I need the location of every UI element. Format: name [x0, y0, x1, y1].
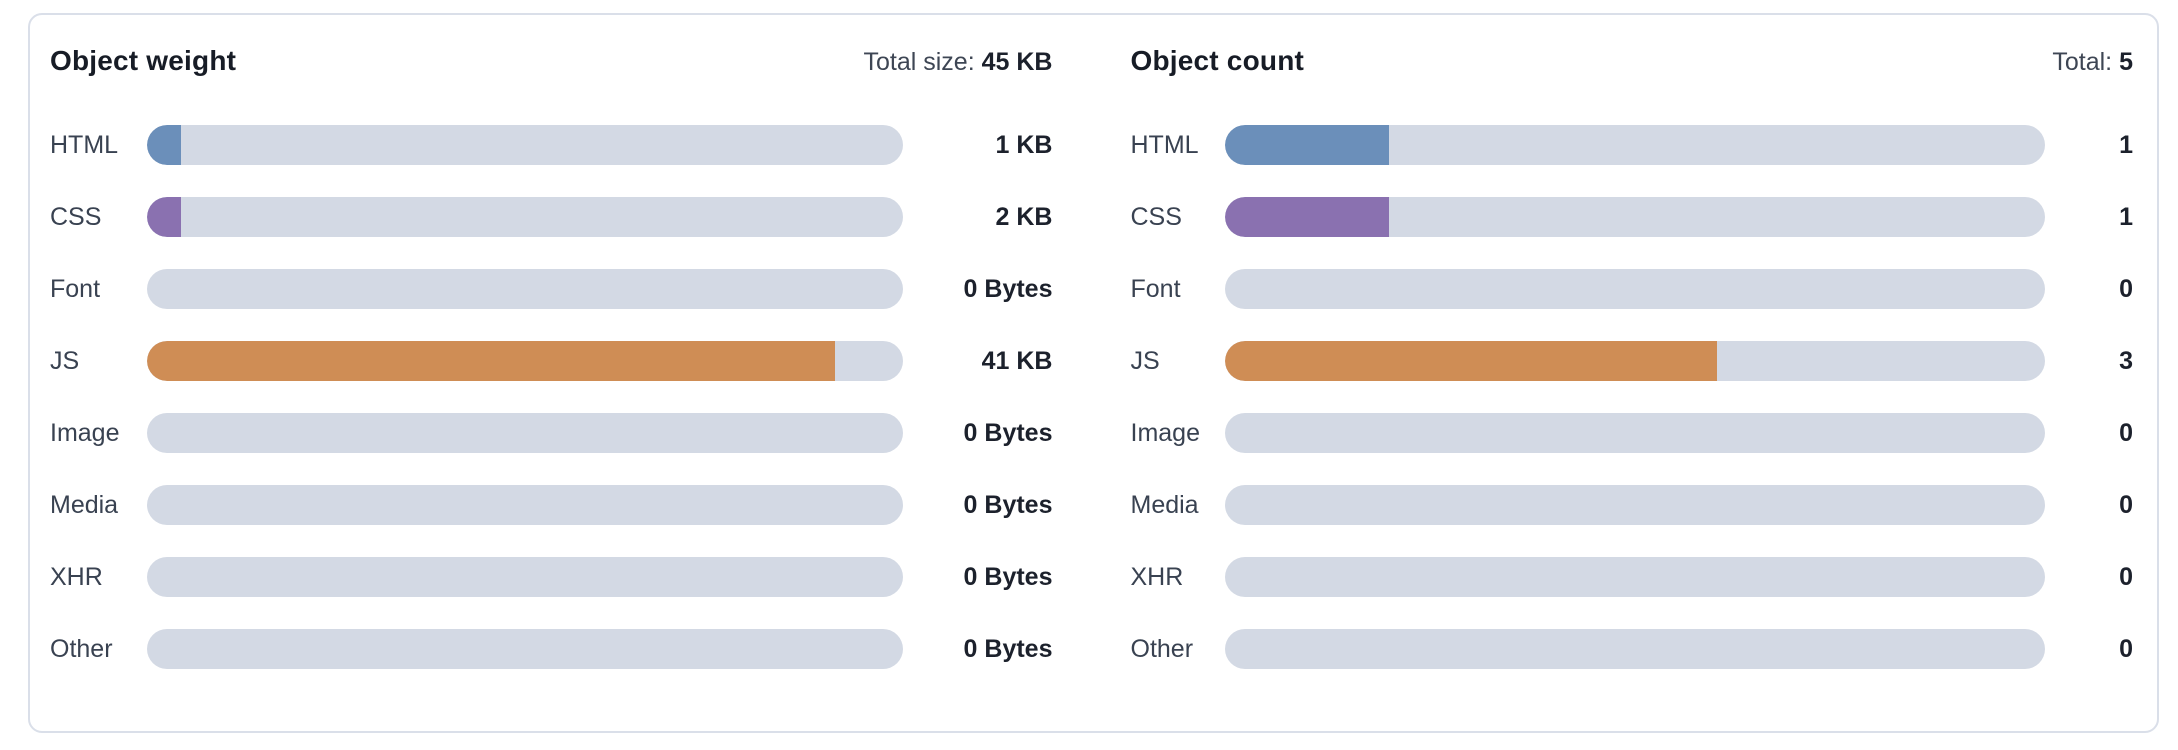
row-label: HTML	[50, 130, 119, 159]
panel-total: Total: 5	[2052, 48, 2133, 77]
bar-track	[1224, 413, 2045, 453]
row-value: 0 Bytes	[963, 562, 1053, 591]
row-value: 0 Bytes	[963, 490, 1053, 519]
total-label: Total:	[2052, 48, 2113, 76]
chart-row: Font 0	[1130, 269, 2133, 309]
row-value: 0	[2119, 634, 2133, 663]
row-value: 1	[2119, 130, 2133, 159]
bar-fill	[147, 341, 836, 381]
bar-track	[1224, 197, 2045, 237]
row-label: Other	[50, 634, 113, 663]
bar-track	[147, 629, 903, 669]
resource-breakdown-card: Object weight Total size: 45 KB HTML 1 K…	[28, 13, 2159, 733]
chart-row: Image 0	[1130, 413, 2133, 453]
bar-fill	[1224, 341, 1717, 381]
row-value: 0 Bytes	[963, 274, 1053, 303]
bar-track	[1224, 557, 2045, 597]
row-value: 0 Bytes	[963, 634, 1053, 663]
chart-row: Media 0 Bytes	[50, 485, 1053, 525]
row-value: 41 KB	[981, 346, 1053, 375]
object-count-rows: HTML 1 CSS 1 Font 0 JS 3 Image 0 Media 0…	[1130, 125, 2133, 669]
bar-track	[147, 557, 903, 597]
row-value: 2 KB	[995, 202, 1053, 231]
bar-track	[147, 341, 903, 381]
chart-row: HTML 1 KB	[50, 125, 1053, 165]
chart-row: HTML 1	[1130, 125, 2133, 165]
row-label: Image	[50, 418, 120, 447]
row-label: CSS	[1130, 202, 1182, 231]
bar-track	[147, 413, 903, 453]
row-label: Other	[1130, 634, 1194, 663]
row-value: 0	[2119, 274, 2133, 303]
bar-fill	[1224, 125, 1389, 165]
row-value: 0 Bytes	[963, 418, 1053, 447]
row-label: Media	[50, 490, 119, 519]
bar-track	[1224, 485, 2045, 525]
panel-title: Object weight	[50, 45, 237, 76]
row-label: CSS	[50, 202, 102, 231]
total-value: 5	[2119, 48, 2133, 76]
chart-row: JS 41 KB	[50, 341, 1053, 381]
bar-track	[1224, 629, 2045, 669]
object-weight-header: Object weight Total size: 45 KB	[50, 45, 1053, 81]
total-value: 45 KB	[981, 48, 1053, 76]
row-value: 1 KB	[995, 130, 1053, 159]
row-label: Image	[1130, 418, 1200, 447]
row-label: XHR	[1130, 562, 1184, 591]
row-label: JS	[1130, 346, 1160, 375]
row-label: JS	[50, 346, 80, 375]
bar-track	[1224, 125, 2045, 165]
chart-row: Other 0 Bytes	[50, 629, 1053, 669]
chart-row: Media 0	[1130, 485, 2133, 525]
bar-fill	[147, 125, 181, 165]
object-count-panel: Object count Total: 5 HTML 1 CSS 1 Font …	[1130, 45, 2134, 671]
row-value: 0	[2119, 418, 2133, 447]
bar-track	[147, 125, 903, 165]
row-value: 0	[2119, 490, 2133, 519]
panel-title: Object count	[1130, 45, 1305, 76]
row-label: XHR	[50, 562, 103, 591]
bar-fill	[147, 197, 181, 237]
row-label: Font	[50, 274, 101, 303]
row-value: 3	[2119, 346, 2133, 375]
chart-row: JS 3	[1130, 341, 2133, 381]
object-count-header: Object count Total: 5	[1131, 45, 2134, 81]
bar-track	[1224, 269, 2045, 309]
object-weight-rows: HTML 1 KB CSS 2 KB Font 0 Bytes JS 41 KB…	[50, 125, 1053, 669]
bar-fill	[1224, 197, 1389, 237]
bar-track	[147, 197, 903, 237]
bar-track	[147, 485, 903, 525]
row-value: 0	[2119, 562, 2133, 591]
total-label: Total size:	[863, 48, 975, 76]
chart-row: XHR 0	[1130, 557, 2133, 597]
row-label: Media	[1130, 490, 1199, 519]
row-label: Font	[1130, 274, 1181, 303]
bar-track	[1224, 341, 2045, 381]
bar-track	[147, 269, 903, 309]
chart-row: Image 0 Bytes	[50, 413, 1053, 453]
object-weight-panel: Object weight Total size: 45 KB HTML 1 K…	[50, 45, 1053, 671]
chart-row: XHR 0 Bytes	[50, 557, 1053, 597]
chart-row: Font 0 Bytes	[50, 269, 1053, 309]
chart-row: CSS 2 KB	[50, 197, 1053, 237]
chart-row: CSS 1	[1130, 197, 2133, 237]
panel-total: Total size: 45 KB	[864, 48, 1053, 77]
chart-row: Other 0	[1130, 629, 2133, 669]
row-value: 1	[2119, 202, 2133, 231]
row-label: HTML	[1130, 130, 1199, 159]
